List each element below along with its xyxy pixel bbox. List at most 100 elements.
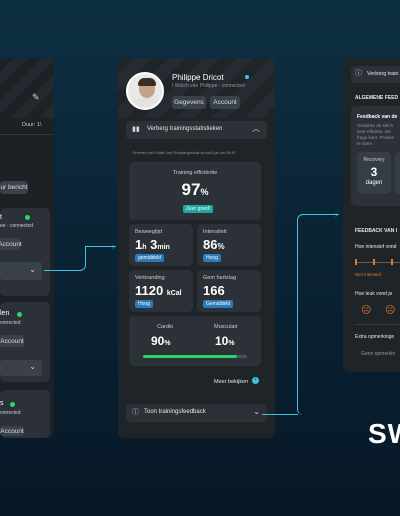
slider-tick	[373, 259, 375, 265]
status-badge: gemiddeld	[135, 254, 165, 262]
edit-icon[interactable]: ✎	[32, 92, 40, 102]
slider-min-label: Niet intensief	[355, 272, 382, 277]
profile-subtitle: I Watch van Philippe - connected	[172, 83, 245, 89]
section-heading: FEEDBACK VAN I	[355, 228, 398, 234]
calories-card: Verbranding 1120 kCal Hoog	[129, 270, 193, 312]
card-label: Gem hartslag	[203, 275, 237, 281]
online-indicator	[17, 312, 22, 317]
measured-note: Gemeten met 'l/Watt' van Philippe/gebrui…	[132, 151, 236, 155]
chevron-down-icon: ⌄	[253, 407, 260, 416]
flow-connector	[307, 214, 339, 215]
heartrate-value: 166	[203, 283, 225, 298]
feedback-text: Ondanks de slech	[357, 123, 394, 128]
user-status: ee - connected	[0, 223, 34, 229]
feedback-panel: ⓘ Verberg train ALGEMENE FEED Feedback v…	[343, 58, 400, 372]
notes-label: Extra opmerkinge	[355, 334, 395, 340]
account-button[interactable]: Account	[210, 96, 240, 109]
neutral-face-icon[interactable]: ☹	[385, 305, 396, 316]
user-name: t	[0, 214, 2, 221]
cardio-progress-fill	[143, 355, 237, 358]
header-pattern	[0, 58, 54, 118]
training-panel: Philippe Dricot I Watch van Philippe - c…	[118, 58, 275, 438]
card-label: Intensiteit	[203, 229, 227, 235]
muscle-label: Musculair	[214, 324, 238, 330]
toggle-label: Toon trainingsfeedback	[144, 409, 206, 415]
user-card-3: s onnected Account	[0, 390, 50, 438]
chevron-down-icon: ⌄	[29, 362, 36, 371]
toggle-label: Verberg train	[367, 71, 399, 77]
status-badge: Zeer goed!	[183, 205, 214, 213]
account-button[interactable]: Account	[0, 238, 22, 250]
cardio-value: 90%	[151, 334, 171, 348]
heartrate-card: Gem hartslag 166 Gemiddeld	[197, 270, 261, 312]
recovery-label: Recovery	[363, 157, 385, 163]
sad-face-icon[interactable]: ☹	[361, 305, 372, 316]
more-link[interactable]: Meer bekijken	[214, 379, 249, 385]
slider-tick	[391, 259, 393, 265]
hide-stats-toggle[interactable]: ▮▮ Verberg trainingsstatistieken ︿	[126, 121, 267, 139]
card-label: Training efficiëntie	[172, 170, 218, 176]
movement-value: 1h 3min	[135, 237, 170, 252]
card-label: Verbranding	[135, 275, 165, 281]
question-label: Hoe leuk vond je	[355, 291, 393, 297]
intensity-card: Intensiteit 86% Hoog	[197, 224, 261, 266]
recovery-unit: dagen	[365, 180, 383, 186]
online-indicator	[10, 402, 15, 407]
flow-connector	[297, 214, 307, 415]
muscle-value: 10%	[215, 334, 235, 348]
efficiency-card: Training efficiëntie 97% Zeer goed!	[129, 162, 261, 220]
section-heading: ALGEMENE FEED	[355, 95, 399, 101]
user-status: onnected	[0, 410, 21, 416]
slider-tick	[355, 259, 357, 265]
account-button[interactable]: Account	[0, 426, 24, 436]
status-badge: Gemiddeld	[203, 300, 234, 308]
feedback-title: Feedback van de	[357, 114, 398, 120]
arrow-circle-icon[interactable]: ›	[252, 377, 259, 384]
online-indicator	[25, 215, 30, 220]
profile-name: Philippe Dricot	[172, 73, 224, 82]
hide-feedback-toggle[interactable]: ⓘ Verberg train	[351, 66, 400, 83]
cardio-progress-track	[143, 355, 247, 358]
data-button[interactable]: Gegevens	[172, 96, 206, 109]
chevron-down-icon: ⌄	[29, 265, 36, 274]
user-name: s	[0, 400, 4, 407]
dropdown[interactable]: ⌄	[0, 262, 42, 280]
message-button[interactable]: ur bericht	[0, 181, 28, 194]
calories-value: 1120 kCal	[135, 283, 182, 298]
user-card-2: len onnected Account ⌄	[0, 302, 50, 382]
info-icon: ⓘ	[355, 70, 362, 77]
divider	[0, 134, 54, 135]
user-name: len	[0, 310, 10, 317]
status-badge: Hoog	[203, 254, 221, 262]
notes-placeholder: Geen opmerkin	[361, 351, 396, 357]
cardio-label: Cardio	[157, 324, 174, 330]
intensity-slider[interactable]	[355, 262, 400, 263]
account-button[interactable]: Account	[0, 335, 24, 347]
stat-card	[395, 152, 400, 194]
flow-connector	[44, 246, 86, 271]
divider	[355, 324, 400, 325]
recovery-value: 3	[370, 165, 378, 179]
bar-chart-icon: ▮▮	[132, 126, 140, 133]
brand-logo-text: SW	[368, 418, 400, 449]
show-feedback-toggle[interactable]: ⓘ Toon trainingsfeedback ⌄	[126, 404, 267, 422]
movement-card: Beweegtijd 1h 3min gemiddeld	[129, 224, 193, 266]
dropdown[interactable]: ⌄	[0, 360, 42, 376]
online-indicator	[245, 75, 249, 79]
flow-connector	[86, 246, 116, 247]
user-card-1: t ee - connected Account ⌄	[0, 208, 50, 296]
status-badge: Hoog	[135, 300, 153, 308]
intensity-value: 86%	[203, 237, 225, 252]
arrow-right-icon: ›	[112, 242, 115, 251]
recovery-card: Recovery 3 dagen	[357, 152, 391, 194]
efficiency-value: 97%	[181, 180, 209, 199]
feedback-text: te doen.	[357, 141, 374, 146]
user-status: onnected	[0, 320, 21, 326]
general-feedback-card: Feedback van de Ondanks de slech zeer ef…	[351, 106, 400, 206]
cardio-muscle-card: Cardio Musculair 90% 10%	[129, 316, 261, 366]
arrow-right-icon: ›	[335, 210, 338, 219]
toggle-label: Verberg trainingsstatistieken	[147, 126, 223, 132]
feedback-text: frage kant. Probee	[357, 135, 395, 140]
avatar	[126, 72, 164, 110]
flow-connector	[262, 414, 298, 415]
